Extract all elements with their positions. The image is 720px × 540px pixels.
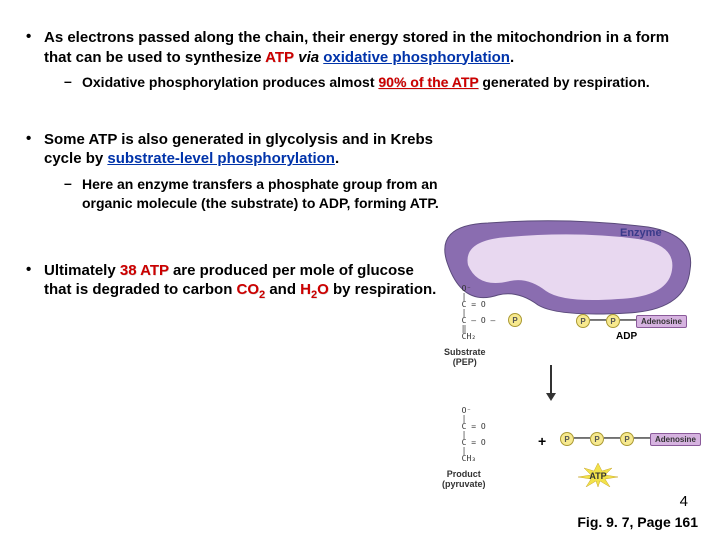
bullet-2-sub: – Here an enzyme transfers a phosphate g… <box>64 175 700 213</box>
b3-co2: CO2 <box>237 281 266 298</box>
b1-via: via <box>294 49 323 66</box>
bullet-1-text: As electrons passed along the chain, the… <box>44 28 700 67</box>
pep-structure: O⁻ | C = O | C — O — ‖ CH₂ <box>452 285 495 341</box>
b3-and: and <box>265 281 300 298</box>
enzyme-diagram: Enzyme O⁻ | C = O | C — O — ‖ CH₂ P Subs… <box>420 215 710 515</box>
phosphate-icon: P <box>590 432 604 446</box>
page-number: 4 <box>680 493 688 510</box>
reaction-arrow-icon <box>550 365 552 395</box>
bullet-3-text: Ultimately 38 ATP are produced per mole … <box>44 261 444 303</box>
atp-molecule: P—P—P—Adenosine <box>560 429 701 447</box>
atp-burst-icon: ATP <box>578 463 618 487</box>
b1sub-pre: Oxidative phosphorylation produces almos… <box>82 74 378 90</box>
figure-caption: Fig. 9. 7, Page 161 <box>577 514 698 530</box>
b2sub-text: Here an enzyme transfers a phosphate gro… <box>82 175 442 213</box>
adenosine-box: Adenosine <box>650 433 701 446</box>
product-molecule: O⁻ | C = O | C = O | CH₃ <box>452 407 486 463</box>
phosphate-icon: P <box>508 313 522 327</box>
sub-marker: – <box>64 175 82 213</box>
plus-icon: + <box>538 433 546 449</box>
adp-label: ADP <box>616 331 637 342</box>
bullet-2-text: Some ATP is also generated in glycolysis… <box>44 130 444 169</box>
b2-slp: substrate-level phosphorylation <box>107 150 335 167</box>
b3-atp38: 38 ATP <box>120 262 169 279</box>
b2-end: . <box>335 150 339 167</box>
b1sub-pct: 90% of the ATP <box>378 74 478 90</box>
b1-atp: ATP <box>265 49 294 66</box>
b1sub-post: generated by respiration. <box>478 74 649 90</box>
sub-marker: – <box>64 73 82 92</box>
pyruvate-structure: O⁻ | C = O | C = O | CH₃ <box>452 407 486 463</box>
bullet-marker: • <box>24 28 44 67</box>
enzyme-label: Enzyme <box>620 227 662 239</box>
b1-end: . <box>510 49 514 66</box>
substrate-label: Substrate (PEP) <box>444 347 486 367</box>
adenosine-box: Adenosine <box>636 315 687 328</box>
bullet-marker: • <box>24 261 44 303</box>
phosphate-icon: P <box>606 314 620 328</box>
bullet-1-sub: – Oxidative phosphorylation produces alm… <box>64 73 700 92</box>
b3-h2o: H2O <box>300 281 329 298</box>
b3-pre: Ultimately <box>44 262 120 279</box>
b1sub-text: Oxidative phosphorylation produces almos… <box>82 73 650 92</box>
substrate-molecule: O⁻ | C = O | C — O — ‖ CH₂ P <box>452 285 495 341</box>
b1-oxphos: oxidative phosphorylation <box>323 49 510 66</box>
bullet-1: • As electrons passed along the chain, t… <box>24 28 700 67</box>
bullet-2: • Some ATP is also generated in glycolys… <box>24 130 700 169</box>
phosphate-icon: P <box>560 432 574 446</box>
phosphate-icon: P <box>620 432 634 446</box>
phosphate-icon: P <box>576 314 590 328</box>
adp-molecule: P—P—Adenosine <box>576 311 687 329</box>
bullet-marker: • <box>24 130 44 169</box>
svg-text:ATP: ATP <box>589 471 606 481</box>
product-label: Product (pyruvate) <box>442 469 486 489</box>
